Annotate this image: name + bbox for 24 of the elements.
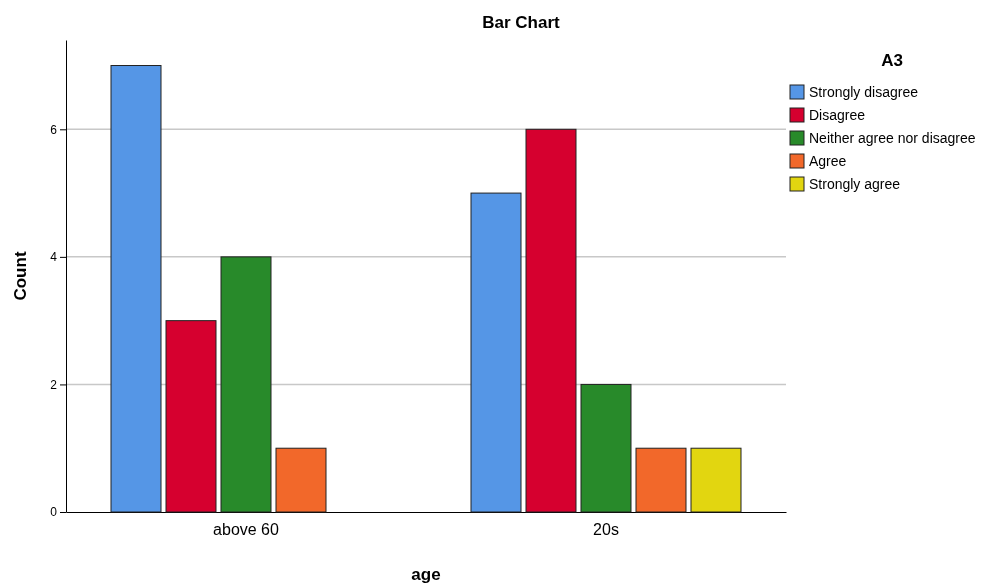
bar xyxy=(580,383,632,513)
y-tick-label: 2 xyxy=(50,377,58,392)
x-tick-label: 20s xyxy=(593,521,619,539)
chart-title: Bar Chart xyxy=(482,13,561,32)
bar xyxy=(690,447,742,513)
legend-label: Neither agree nor disagree xyxy=(809,130,976,146)
legend-label: Disagree xyxy=(809,107,866,123)
bar xyxy=(635,447,687,513)
legend-label: Strongly agree xyxy=(809,176,901,192)
bar xyxy=(275,447,327,513)
bar xyxy=(220,256,272,513)
legend-label: Agree xyxy=(809,153,847,169)
y-tick-label: 6 xyxy=(50,122,58,137)
y-tick-label: 4 xyxy=(50,250,58,265)
bar xyxy=(470,192,522,513)
legend-label: Strongly disagree xyxy=(809,84,919,100)
x-axis-title: age xyxy=(411,565,441,584)
y-axis-title: Count xyxy=(11,251,30,301)
bar xyxy=(525,128,577,513)
x-tick-label: above 60 xyxy=(213,521,280,539)
legend-title: A3 xyxy=(881,51,903,70)
bar xyxy=(110,65,162,513)
y-tick-label: 0 xyxy=(50,505,58,520)
bar xyxy=(165,320,217,513)
